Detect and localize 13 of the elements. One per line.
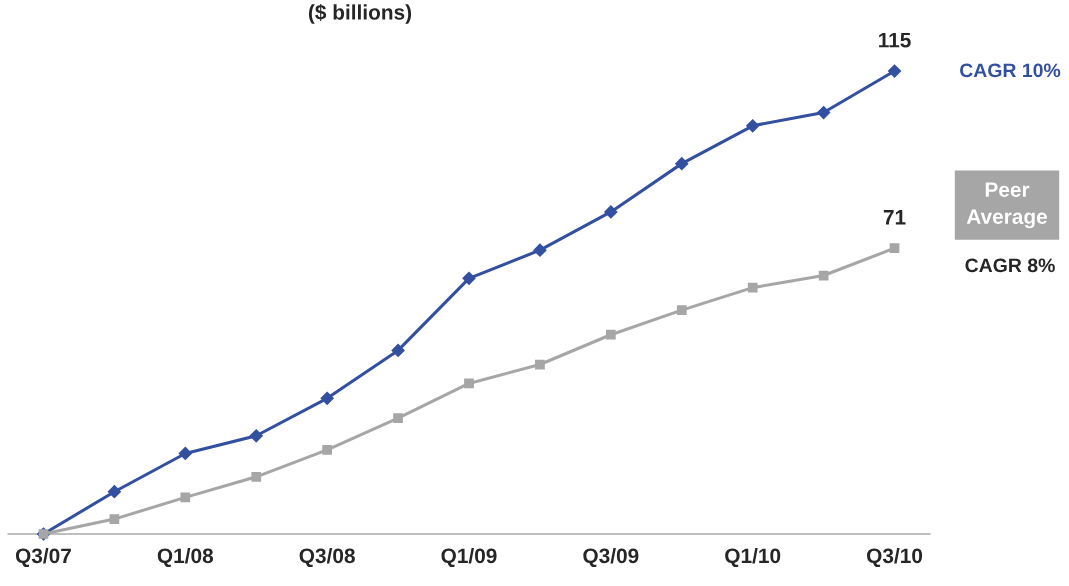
data-label: 71: [883, 210, 906, 225]
text: Peer Average: [966, 182, 1048, 229]
x-tick-label: Q3/10: [867, 547, 923, 568]
x-tick-label: Q3/08: [299, 547, 355, 568]
x-tick-label: Q3/07: [15, 547, 71, 568]
chart-title: ($ billions): [308, 4, 412, 24]
text: CAGR 8%: [965, 258, 1055, 273]
text: CAGR 10%: [960, 63, 1061, 78]
x-tick-label: Q1/09: [441, 547, 497, 568]
x-tick-label: Q1/08: [157, 547, 214, 568]
x-tick-label: Q1/10: [725, 547, 781, 568]
x-tick-label: Q3/09: [583, 547, 639, 568]
data-label: 115: [879, 32, 911, 48]
